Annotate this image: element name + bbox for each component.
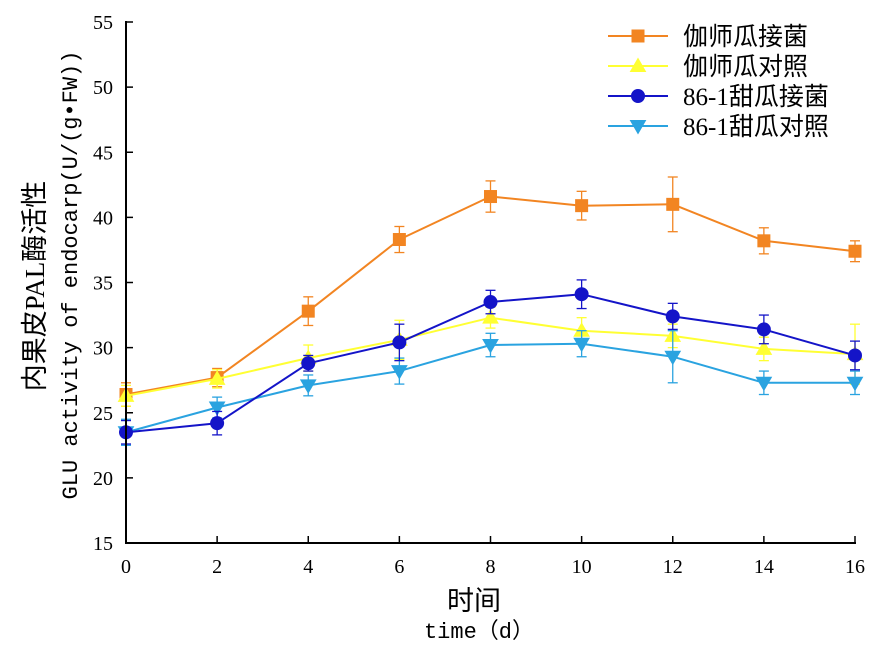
x-axis-title: 时间 (447, 586, 501, 616)
x-tick-label: 8 (486, 556, 496, 578)
y-tick-label: 30 (93, 338, 113, 360)
data-point (392, 233, 406, 247)
data-point (208, 370, 226, 385)
data-point (573, 337, 590, 353)
x-tick-label: 6 (394, 556, 404, 578)
legend-entry: 伽师瓜接菌 (608, 23, 808, 51)
data-point (756, 322, 771, 337)
data-point (755, 340, 773, 355)
data-point (301, 356, 316, 371)
data-point (391, 365, 408, 380)
data-point (482, 309, 499, 324)
data-point (575, 199, 589, 213)
series-4 (117, 330, 864, 446)
legend-label: 伽师瓜接菌 (683, 23, 808, 51)
legend-marker (631, 89, 645, 103)
legend-marker (629, 120, 647, 135)
x-ticks: 0 2 4 6 8 10 12 14 16 (121, 536, 865, 578)
x-tick-label: 12 (663, 556, 683, 578)
data-point (483, 295, 498, 310)
y-tick-label: 20 (93, 468, 113, 490)
data-point (299, 379, 317, 394)
x-tick-label: 10 (572, 556, 592, 578)
data-point (392, 335, 407, 350)
data-point (846, 376, 864, 392)
data-point (665, 309, 680, 324)
y-tick-label: 25 (93, 403, 113, 425)
data-point (757, 234, 771, 248)
y-tick-label: 55 (93, 12, 113, 34)
y-tick-label: 45 (93, 142, 113, 164)
y-axis-title-english: GLU activity of endocarp(U/(g•FW)) (59, 51, 84, 500)
y-tick-label: 35 (93, 273, 113, 295)
data-point (210, 416, 225, 431)
series-1 (119, 176, 862, 407)
data-point (848, 244, 862, 258)
data-point (482, 339, 499, 354)
x-tick-label: 14 (754, 556, 774, 578)
data-point (208, 401, 226, 417)
legend-entry: 86-1甜瓜接菌 (608, 83, 829, 111)
x-tick-label: 16 (845, 556, 865, 578)
x-tick-label: 4 (303, 556, 313, 578)
y-tick-label: 40 (93, 207, 113, 229)
y-tick-label: 15 (93, 533, 113, 555)
series-layer (117, 176, 864, 446)
legend-entry: 86-1甜瓜对照 (608, 113, 829, 141)
data-point (301, 304, 315, 318)
data-point (664, 350, 682, 366)
legend-label: 86-1甜瓜接菌 (683, 83, 829, 111)
legend-marker (629, 57, 647, 72)
legend-marker (631, 29, 645, 43)
data-point (666, 197, 680, 211)
y-tick-label: 50 (93, 77, 113, 99)
y-axis-title: 内果皮PAL酶活性 (20, 181, 50, 392)
data-point (484, 190, 497, 204)
x-tick-label: 2 (212, 556, 222, 578)
legend-label: 86-1甜瓜对照 (683, 113, 829, 141)
data-point (755, 376, 773, 392)
x-axis-title-english: time（d） (424, 620, 534, 645)
y-ticks: 15 20 25 30 35 40 45 50 55 (93, 12, 133, 555)
data-point (574, 287, 589, 302)
legend-label: 伽师瓜对照 (683, 53, 808, 81)
data-point (848, 348, 862, 363)
x-tick-label: 0 (121, 556, 131, 578)
legend-entry: 伽师瓜对照 (608, 53, 808, 81)
series-3 (119, 279, 862, 445)
